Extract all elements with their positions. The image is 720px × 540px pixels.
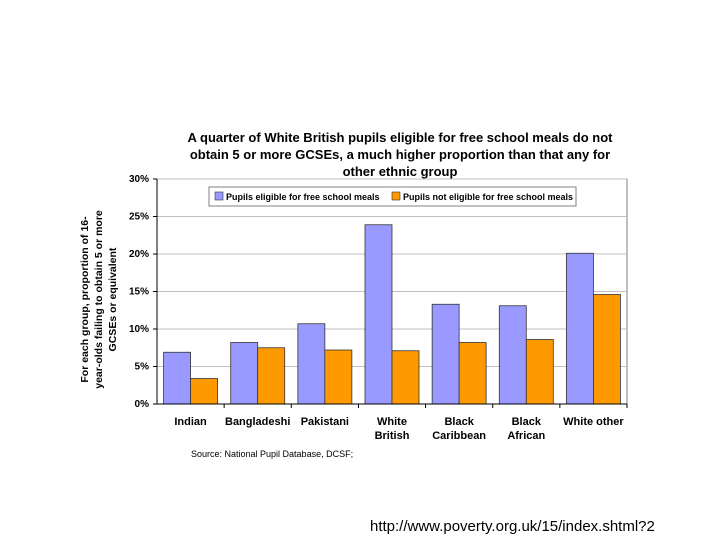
bar-eligible xyxy=(431,303,460,405)
x-tick-label: White other xyxy=(563,416,624,428)
bar-eligible xyxy=(498,305,527,405)
y-tick-label: 30% xyxy=(129,174,149,185)
chart-title: A quarter of White British pupils eligib… xyxy=(160,129,640,180)
y-tick-label: 20% xyxy=(129,249,149,260)
x-tick-label: Indian xyxy=(174,416,207,428)
y-tick-label: 5% xyxy=(135,362,150,373)
x-tick-label: British xyxy=(375,430,410,442)
y-axis-label-line: For each group, proportion of 16- xyxy=(79,216,91,383)
bar-eligible xyxy=(364,224,393,405)
chart-title-line: obtain 5 or more GCSEs, a much higher pr… xyxy=(189,147,611,162)
legend-label: Pupils eligible for free school meals xyxy=(226,192,380,202)
x-tick-label: White xyxy=(377,416,407,428)
legend-swatch-not-eligible xyxy=(391,191,401,201)
bar-eligible xyxy=(230,342,259,405)
bar-eligible xyxy=(163,351,191,405)
y-tick-label: 25% xyxy=(129,212,149,223)
y-tick-label: 0% xyxy=(135,399,150,410)
legend-label: Pupils not eligible for free school meal… xyxy=(403,192,573,202)
bar-not-eligible xyxy=(525,339,554,405)
source-note: Source: National Pupil Database, DCSF; xyxy=(191,449,354,459)
bar-not-eligible xyxy=(324,349,353,405)
bar-eligible xyxy=(566,252,594,405)
legend-swatch-eligible xyxy=(214,191,224,201)
bar-not-eligible xyxy=(257,347,286,405)
x-tick-label: Black xyxy=(444,416,474,428)
bar-eligible xyxy=(297,323,326,405)
bar-not-eligible xyxy=(190,378,218,405)
chart-title-line: other ethnic group xyxy=(342,164,458,179)
y-axis-label-line: year-olds failing to obtain 5 or more xyxy=(93,210,105,389)
bar-not-eligible xyxy=(593,294,621,405)
x-tick-label: Pakistani xyxy=(301,416,349,428)
y-tick-label: 15% xyxy=(129,287,149,298)
y-axis-label-line: GCSEs or equivalent xyxy=(107,247,119,351)
x-tick-label: Bangladeshi xyxy=(225,416,290,428)
bar-not-eligible xyxy=(458,342,487,405)
chart-title-line: A quarter of White British pupils eligib… xyxy=(187,130,613,145)
footer-url[interactable]: http://www.poverty.org.uk/15/index.shtml… xyxy=(370,518,655,535)
x-tick-label: Caribbean xyxy=(432,430,486,442)
x-tick-label: African xyxy=(507,430,545,442)
x-tick-label: Black xyxy=(512,416,542,428)
bar-not-eligible xyxy=(391,350,420,405)
y-tick-label: 10% xyxy=(129,324,149,335)
